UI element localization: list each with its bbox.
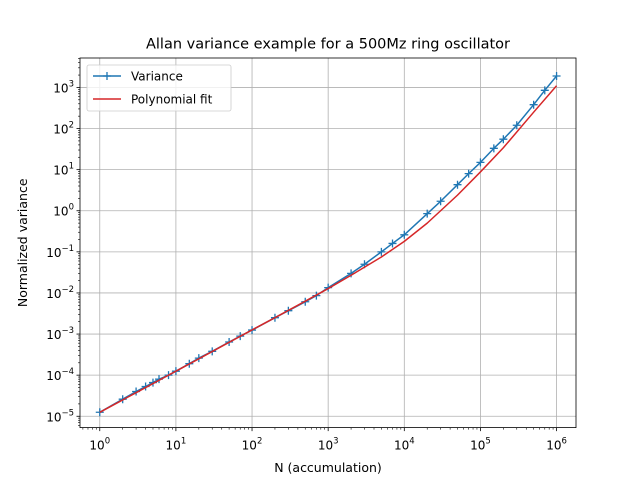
y-tick-label-base: 10	[46, 328, 61, 342]
data-point-variance	[453, 180, 462, 189]
y-tick-label-base: 10	[46, 369, 61, 383]
y-tick-label-exponent: 0	[69, 203, 74, 213]
x-tick-label-exponent: 2	[257, 437, 262, 447]
x-tick-label: 101	[166, 437, 187, 453]
y-tick-label-base: 10	[53, 164, 68, 178]
y-tick-label-base: 10	[46, 287, 61, 301]
y-tick-label: 10−2	[46, 285, 74, 301]
y-tick-label-exponent: −5	[61, 408, 74, 418]
x-tick-label: 104	[394, 437, 415, 453]
data-point-variance	[529, 100, 538, 109]
data-point-variance	[512, 121, 521, 130]
y-tick-label-base: 10	[46, 246, 61, 260]
y-tick-label-base: 10	[46, 410, 61, 424]
y-tick-label: 10−4	[46, 367, 74, 383]
plot-series	[95, 71, 561, 417]
y-tick-label: 103	[53, 79, 74, 95]
y-tick-label: 10−5	[46, 408, 74, 424]
x-tick-label-exponent: 3	[333, 437, 338, 447]
data-point-variance	[540, 86, 549, 95]
y-tick-label-exponent: 2	[69, 121, 74, 131]
x-tick-label-base: 10	[470, 439, 485, 453]
x-tick-label-exponent: 1	[181, 437, 186, 447]
x-tick-label: 100	[89, 437, 110, 453]
data-point-variance	[423, 209, 432, 218]
legend-label-polynomial-fit: Polynomial fit	[131, 93, 213, 107]
x-tick-label-exponent: 0	[105, 437, 110, 447]
data-point-variance	[95, 408, 104, 417]
x-tick-label: 106	[546, 437, 567, 453]
x-tick-label-base: 10	[394, 439, 409, 453]
grid-lines	[80, 58, 576, 428]
x-tick-label: 103	[318, 437, 339, 453]
y-tick-label-exponent: 1	[69, 162, 74, 172]
x-axis: 100 101 102 103 104 105 106	[82, 427, 567, 453]
x-tick-label-base: 10	[89, 439, 104, 453]
legend: Variance Polynomial fit	[86, 64, 232, 112]
y-tick-label-base: 10	[53, 205, 68, 219]
y-tick-label: 100	[53, 203, 74, 219]
legend-label-variance: Variance	[131, 70, 183, 84]
x-axis-label: N (accumulation)	[274, 460, 382, 475]
y-tick-label: 10−1	[46, 244, 74, 260]
series-polynomial-fit	[99, 85, 558, 413]
data-point-variance	[436, 197, 445, 206]
y-tick-label-base: 10	[53, 81, 68, 95]
x-tick-label-base: 10	[242, 439, 257, 453]
data-point-variance	[499, 135, 508, 144]
y-tick-label-exponent: −4	[61, 367, 74, 377]
x-tick-label-exponent: 5	[485, 437, 490, 447]
legend-marker-variance	[103, 72, 111, 80]
y-tick-label: 102	[53, 121, 74, 137]
legend-item-polynomial-fit: Polynomial fit	[93, 93, 213, 107]
x-tick-label-base: 10	[318, 439, 333, 453]
legend-box	[86, 64, 232, 112]
y-tick-label-base: 10	[53, 123, 68, 137]
y-tick-label-exponent: 3	[69, 79, 74, 89]
data-point-variance	[476, 158, 485, 167]
legend-item-variance: Variance	[93, 70, 183, 84]
data-point-variance	[377, 247, 386, 256]
data-point-variance	[489, 144, 498, 153]
data-point-variance	[464, 169, 473, 178]
y-tick-label: 101	[53, 162, 74, 178]
x-tick-label: 102	[242, 437, 263, 453]
y-tick-label: 10−3	[46, 326, 74, 342]
data-point-variance	[552, 71, 561, 80]
x-tick-label-base: 10	[166, 439, 181, 453]
x-tick-label-base: 10	[546, 439, 561, 453]
series-line-polynomial-fit	[99, 85, 558, 413]
x-tick-label: 105	[470, 437, 491, 453]
data-point-variance	[388, 239, 397, 248]
data-point-variance	[400, 230, 409, 239]
y-tick-label-exponent: −3	[61, 326, 74, 336]
x-tick-label-exponent: 4	[409, 437, 414, 447]
y-axis-label: Normalized variance	[15, 178, 30, 307]
y-tick-label-exponent: −1	[61, 244, 74, 254]
y-tick-label-exponent: −2	[61, 285, 74, 295]
x-tick-label-exponent: 6	[561, 437, 566, 447]
chart-title: Allan variance example for a 500Mz ring …	[146, 37, 510, 53]
